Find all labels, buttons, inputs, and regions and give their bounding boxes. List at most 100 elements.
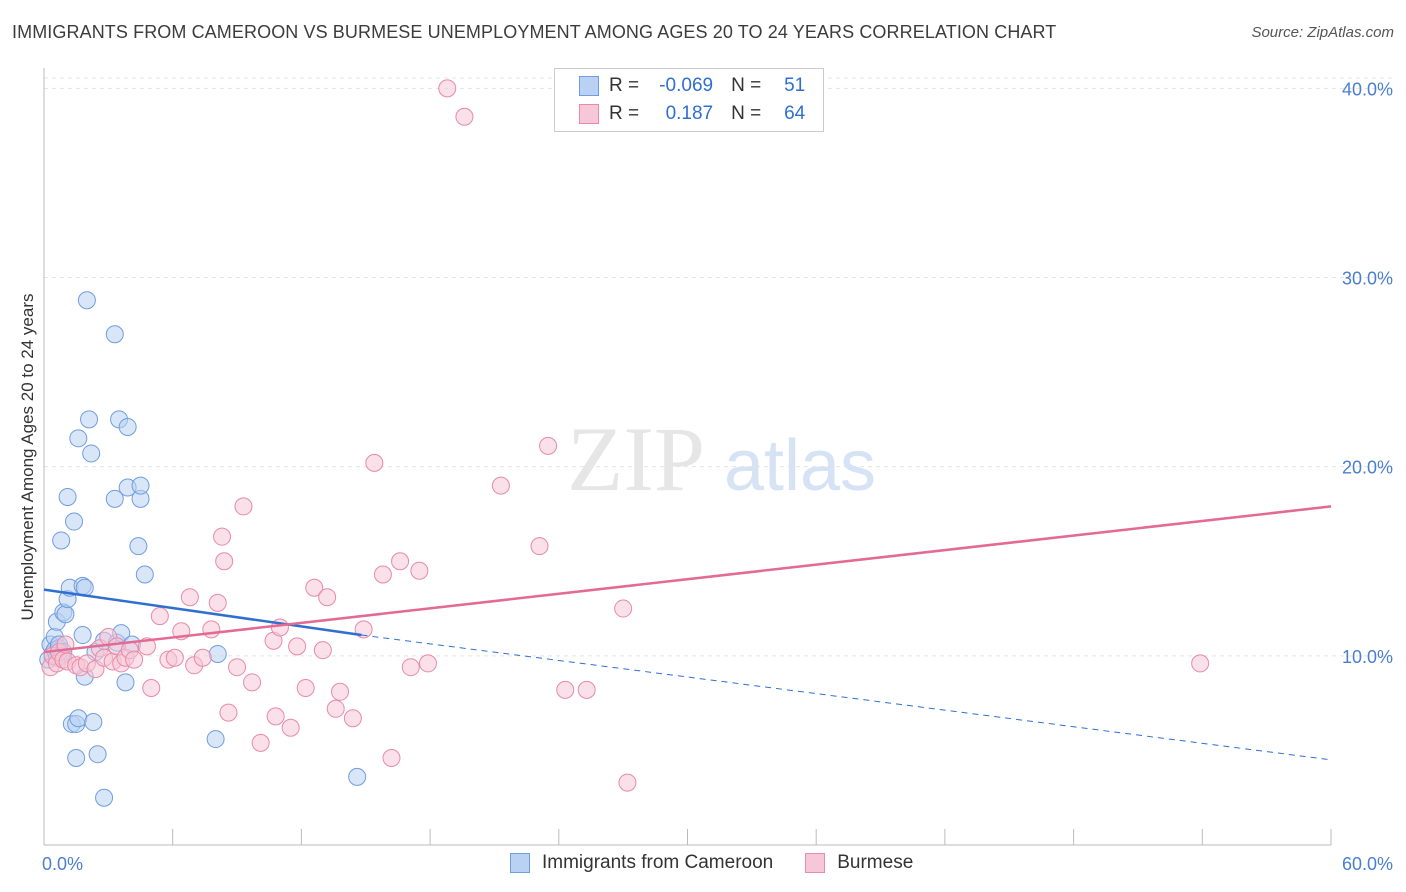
legend-item-burmese[interactable]: Burmese <box>805 852 913 874</box>
point-burmese-47 <box>326 699 345 718</box>
point-burmese-37 <box>251 733 270 752</box>
point-cameroon-27 <box>77 291 96 310</box>
point-burmese-58 <box>438 79 457 98</box>
point-cameroon-44 <box>129 537 148 556</box>
point-burmese-66 <box>618 773 637 792</box>
burmese-legend-swatch <box>805 853 826 873</box>
point-burmese-55 <box>401 658 420 677</box>
point-burmese-31 <box>213 527 232 546</box>
trend-lines <box>43 505 1332 761</box>
legend-label-cameroon: Immigrants from Cameroon <box>542 852 774 873</box>
cameroon-swatch <box>579 76 599 96</box>
point-cameroon-17 <box>65 512 84 531</box>
series-legend: Immigrants from Cameroon Burmese <box>510 852 945 874</box>
point-cameroon-20 <box>67 748 86 767</box>
y-tick-label-2: 30.0% <box>1342 269 1393 289</box>
stats-row-cameroon: R = -0.069 N = 51 <box>579 73 805 99</box>
point-burmese-35 <box>234 497 253 516</box>
burmese-swatch <box>579 104 599 124</box>
point-burmese-42 <box>288 637 307 656</box>
point-burmese-53 <box>382 748 401 767</box>
point-burmese-57 <box>418 654 437 673</box>
point-cameroon-46 <box>131 476 150 495</box>
point-burmese-46 <box>318 588 337 607</box>
y-tick-label-0: 10.0% <box>1342 647 1393 667</box>
point-cameroon-47 <box>135 565 154 584</box>
n-value: 64 <box>784 103 806 124</box>
gridlines <box>44 77 1392 657</box>
point-burmese-56 <box>410 561 429 580</box>
point-burmese-41 <box>281 718 300 737</box>
r-label: R = <box>609 103 640 124</box>
point-cameroon-34 <box>95 788 114 807</box>
legend-item-cameroon[interactable]: Immigrants from Cameroon <box>510 852 773 874</box>
point-cameroon-28 <box>80 410 99 429</box>
point-burmese-67 <box>1191 654 1210 673</box>
source-credit: Source: ZipAtlas.com <box>1251 24 1394 41</box>
y-tick-label-3: 40.0% <box>1342 79 1393 99</box>
point-cameroon-21 <box>69 709 88 728</box>
r-value: -0.069 <box>659 75 714 96</box>
point-cameroon-41 <box>118 417 137 436</box>
point-cameroon-50 <box>348 767 367 786</box>
point-burmese-63 <box>556 680 575 699</box>
point-cameroon-35 <box>105 325 124 344</box>
point-burmese-48 <box>331 682 350 701</box>
point-burmese-54 <box>391 552 410 571</box>
trend-line-burmese <box>43 505 1332 654</box>
point-burmese-29 <box>202 620 221 639</box>
watermark-atlas: atlas <box>724 426 876 506</box>
point-burmese-64 <box>577 680 596 699</box>
point-burmese-19 <box>125 650 144 669</box>
x-tick-label-0: 0.0% <box>42 854 83 874</box>
r-label: R = <box>609 75 640 96</box>
point-burmese-22 <box>150 607 169 626</box>
point-burmese-51 <box>365 453 384 472</box>
point-cameroon-37 <box>105 489 124 508</box>
point-cameroon-11 <box>52 531 71 550</box>
point-burmese-30 <box>208 593 227 612</box>
point-burmese-26 <box>180 588 199 607</box>
trend-line-cameroon-extension <box>361 634 1332 761</box>
trend-line-cameroon <box>43 588 362 637</box>
n-value: 51 <box>784 75 806 96</box>
point-burmese-43 <box>296 679 315 697</box>
point-burmese-24 <box>165 648 184 667</box>
legend-label-burmese: Burmese <box>837 852 914 873</box>
stats-row-burmese: R = 0.187 N = 64 <box>579 101 805 127</box>
point-cameroon-29 <box>82 444 101 463</box>
tick-labels: 10.0% 20.0% 30.0% 40.0% 0.0% 60.0% <box>42 79 1393 874</box>
point-burmese-36 <box>243 673 262 692</box>
axes <box>43 68 1332 846</box>
point-cameroon-16 <box>58 487 77 506</box>
watermark-zip: ZIP <box>567 408 705 510</box>
point-burmese-33 <box>219 703 238 722</box>
point-burmese-44 <box>305 578 324 597</box>
y-tick-label-1: 20.0% <box>1342 458 1393 478</box>
point-burmese-32 <box>215 552 234 571</box>
point-burmese-28 <box>193 648 212 667</box>
point-burmese-65 <box>614 599 633 618</box>
point-burmese-39 <box>266 707 285 726</box>
point-cameroon-30 <box>84 713 103 732</box>
cameroon-legend-swatch <box>510 853 530 873</box>
x-tick-label-1: 60.0% <box>1342 854 1393 874</box>
point-burmese-59 <box>455 107 474 126</box>
point-burmese-34 <box>228 658 247 677</box>
point-burmese-45 <box>313 641 332 660</box>
point-burmese-49 <box>343 709 362 728</box>
point-cameroon-31 <box>88 745 107 764</box>
point-cameroon-48 <box>206 730 225 749</box>
point-cameroon-13 <box>56 605 75 624</box>
point-burmese-21 <box>142 679 161 697</box>
chart-title: IMMIGRANTS FROM CAMEROON VS BURMESE UNEM… <box>12 22 1057 42</box>
point-burmese-61 <box>530 537 549 556</box>
stats-legend: R = -0.069 N = 51 R = 0.187 N = 64 <box>554 68 824 132</box>
r-value: 0.187 <box>665 103 714 124</box>
point-burmese-62 <box>539 436 558 455</box>
point-burmese-52 <box>373 565 392 584</box>
n-label: N = <box>731 103 762 124</box>
point-cameroon-49 <box>208 644 227 663</box>
n-label: N = <box>731 75 762 96</box>
